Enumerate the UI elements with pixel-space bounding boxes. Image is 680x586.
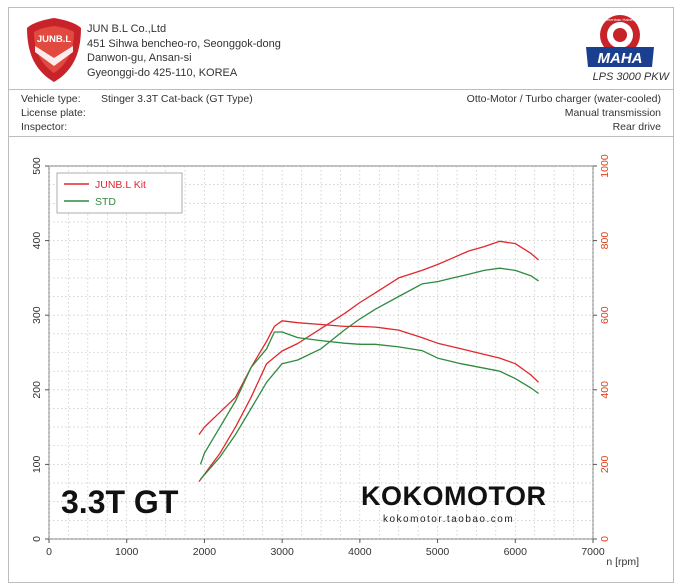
dyno-model: LPS 3000 PKW: [592, 71, 669, 83]
x-tick-label: 6000: [504, 546, 528, 558]
x-tick-label: 5000: [426, 546, 450, 558]
maha-logo: Maschinenbau Haldenwang MAHA: [586, 15, 654, 67]
x-axis-label: n [rpm]: [606, 556, 639, 568]
license-plate-label: License plate:: [21, 107, 86, 119]
y-right-tick-label: 600: [599, 306, 611, 324]
y-left-tick-label: 0: [31, 536, 43, 542]
vehicle-type-value: Stinger 3.3T Cat-back (GT Type): [101, 93, 253, 105]
chart-grid: [48, 165, 594, 540]
y-left-tick-label: 100: [31, 455, 43, 473]
vehicle-type-label: Vehicle type:: [21, 93, 81, 105]
info-row-inspector: Inspector: Rear drive: [21, 121, 661, 135]
x-tick-label: 7000: [581, 546, 605, 558]
model-overlay-text: 3.3T GT: [61, 484, 179, 520]
x-tick-label: 3000: [270, 546, 294, 558]
engine-type: Otto-Motor / Turbo charger (water-cooled…: [466, 93, 661, 105]
transmission-type: Manual transmission: [564, 107, 661, 119]
legend-label: STD: [95, 196, 116, 208]
y-right-tick-label: 200: [599, 455, 611, 473]
company-name: JUN B.L Co.,Ltd: [87, 23, 167, 35]
company-address-3: Gyeonggi-do 425-110, KOREA: [87, 66, 238, 79]
company-block: JUN B.L Co.,Ltd 451 Sihwa bencheo-ro, Se…: [87, 22, 281, 80]
company-address-2: Danwon-gu, Ansan-si: [87, 52, 192, 64]
kokomotor-text: KOKOMOTOR: [361, 481, 547, 511]
dyno-report: JUNB.L JUN B.L Co.,Ltd 451 Sihwa bencheo…: [8, 7, 674, 583]
junbl-logo: JUNB.L: [27, 18, 81, 82]
x-tick-label: 2000: [193, 546, 217, 558]
maha-wordmark: MAHA: [598, 50, 643, 67]
y-left-tick-label: 500: [31, 157, 43, 175]
x-tick-label: 4000: [348, 546, 372, 558]
y-right-tick-label: 800: [599, 232, 611, 250]
chart-series: [198, 240, 540, 482]
y-left-tick-label: 300: [31, 306, 43, 324]
series-line-torque-std: [199, 331, 539, 465]
legend-box: [56, 172, 183, 214]
maha-ring-text: Maschinenbau Haldenwang: [595, 17, 644, 22]
chart-legend: JUNB.L Kit STD: [56, 172, 183, 214]
y-left-tick-label: 200: [31, 381, 43, 399]
drive-type: Rear drive: [612, 121, 661, 133]
y-left-tick-label: 400: [31, 232, 43, 250]
y-right-tick-label: 0: [599, 536, 611, 542]
series-line-torque-junb-l-kit: [198, 320, 540, 435]
info-row-type: Vehicle type: Stinger 3.3T Cat-back (GT …: [21, 93, 661, 107]
logo-text: JUNB.L: [37, 34, 72, 45]
y-right-tick-label: 400: [599, 381, 611, 399]
report-header: JUNB.L JUN B.L Co.,Ltd 451 Sihwa bencheo…: [9, 8, 673, 88]
y-right-tick-label: 1000: [599, 154, 611, 178]
company-address-1: 451 Sihwa bencheo-ro, Seonggok-dong: [87, 37, 281, 50]
kokomotor-watermark: KOKOMOTOR kokomotor.taobao.com: [361, 481, 547, 525]
series-line-power-junb-l-kit: [198, 240, 540, 482]
x-tick-label: 1000: [115, 546, 139, 558]
series-line-power-std: [200, 267, 539, 480]
vehicle-info: Vehicle type: Stinger 3.3T Cat-back (GT …: [9, 89, 673, 137]
info-row-plate: License plate: Manual transmission: [21, 107, 661, 121]
inspector-label: Inspector:: [21, 121, 68, 133]
x-tick-label: 0: [46, 546, 52, 558]
legend-label: JUNB.L Kit: [95, 179, 146, 191]
kokomotor-url: kokomotor.taobao.com: [383, 514, 514, 525]
